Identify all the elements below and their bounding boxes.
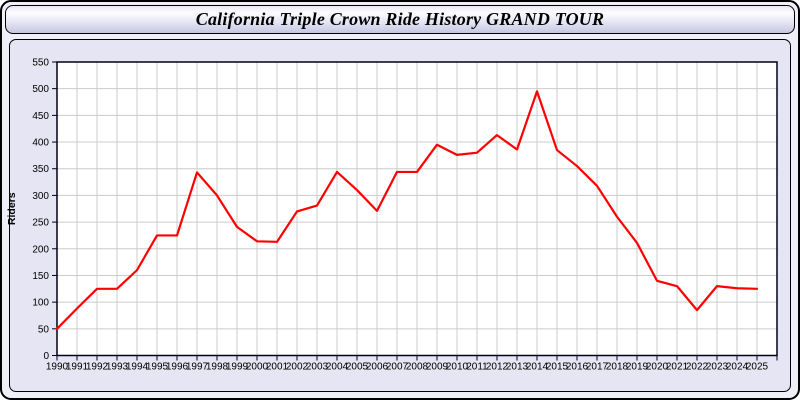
chart-panel: [9, 39, 791, 392]
title-bar: California Triple Crown Ride History GRA…: [5, 5, 795, 34]
window-title: California Triple Crown Ride History GRA…: [195, 9, 605, 29]
